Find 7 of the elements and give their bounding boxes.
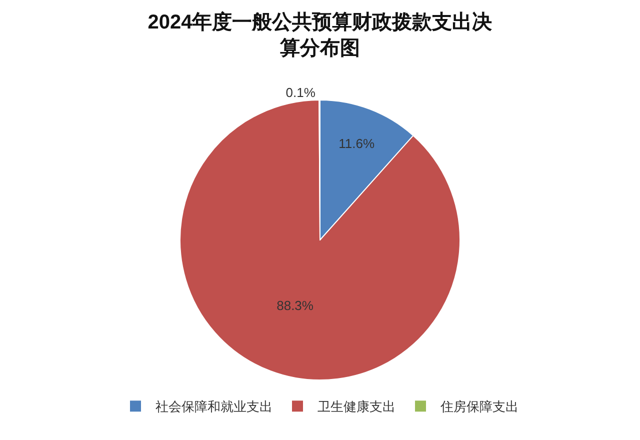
chart-title: 2024年度一般公共预算财政拨款支出决算分布图	[148, 10, 492, 60]
legend-label: 住房保障支出	[440, 399, 518, 414]
data-label: 11.6%	[338, 136, 375, 152]
legend-label: 卫生健康支出	[318, 399, 396, 414]
data-label: 88.3%	[276, 298, 314, 313]
legend-label: 社会保障和就业支出	[156, 399, 272, 414]
data-label: 0.1%	[286, 85, 316, 100]
